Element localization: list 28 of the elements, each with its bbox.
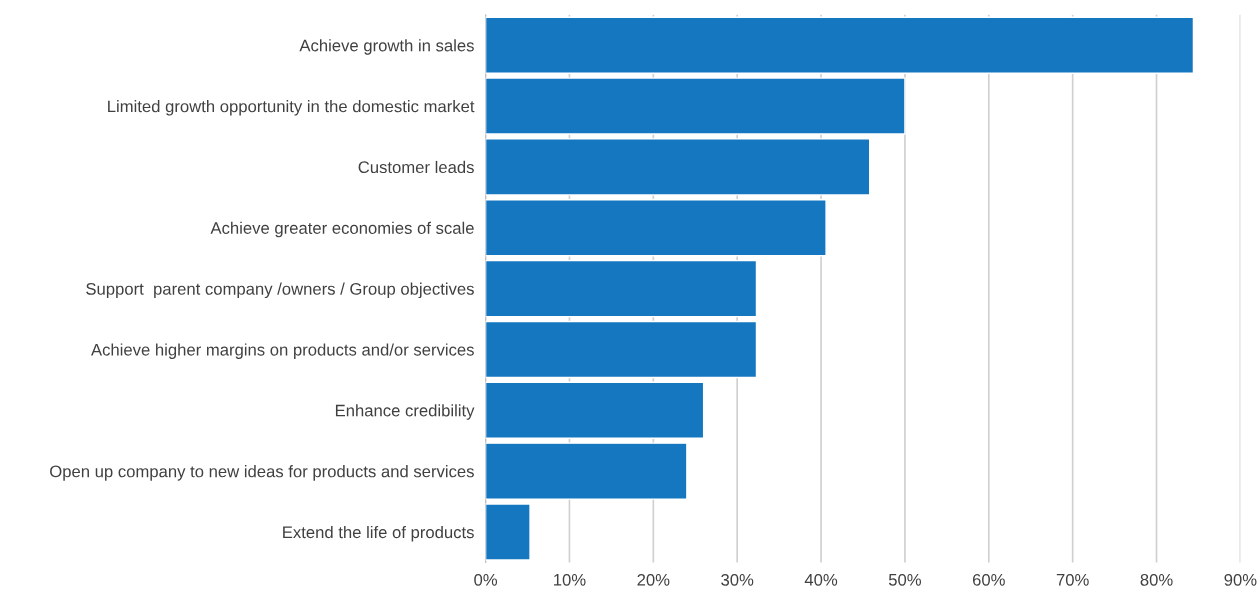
- y-tick-label: Enhance credibility: [335, 404, 475, 420]
- x-tick-label: 80%: [1140, 573, 1173, 586]
- bar: [485, 259, 758, 318]
- y-tick-label: Achieve higher margins on products and/or services: [91, 343, 474, 359]
- x-tick-label: 70%: [1056, 573, 1089, 586]
- x-tick-label: 60%: [972, 573, 1005, 586]
- bar: [485, 77, 906, 135]
- bar: [485, 320, 758, 379]
- x-tick-label: 40%: [804, 573, 838, 586]
- y-tick-label: Customer leads: [358, 160, 474, 174]
- y-tick-label: Open up company to new ideas for products and services: [50, 465, 474, 481]
- bar: [485, 442, 688, 500]
- x-tick-label: 10%: [554, 573, 586, 586]
- y-tick-label: Extend the life of products: [283, 525, 474, 542]
- bar: [485, 16, 1195, 74]
- bar: [485, 138, 871, 196]
- y-tick-label: Achieve greater economies of scale: [210, 221, 474, 238]
- x-tick-label: 30%: [721, 573, 754, 586]
- x-tick-label: 90%: [1224, 573, 1257, 586]
- x-tick-label: 50%: [888, 573, 922, 586]
- bar: [485, 199, 827, 257]
- y-tick-label: Support parent company /owners / Group objectives: [86, 282, 474, 299]
- x-tick-label: 20%: [637, 573, 670, 586]
- y-tick-label: Achieve growth in sales: [299, 39, 474, 55]
- bar: [485, 381, 705, 439]
- bar: [485, 503, 531, 561]
- y-tick-label: Limited growth opportunity in the domestic market: [108, 100, 475, 116]
- x-tick-label: 0%: [474, 573, 498, 586]
